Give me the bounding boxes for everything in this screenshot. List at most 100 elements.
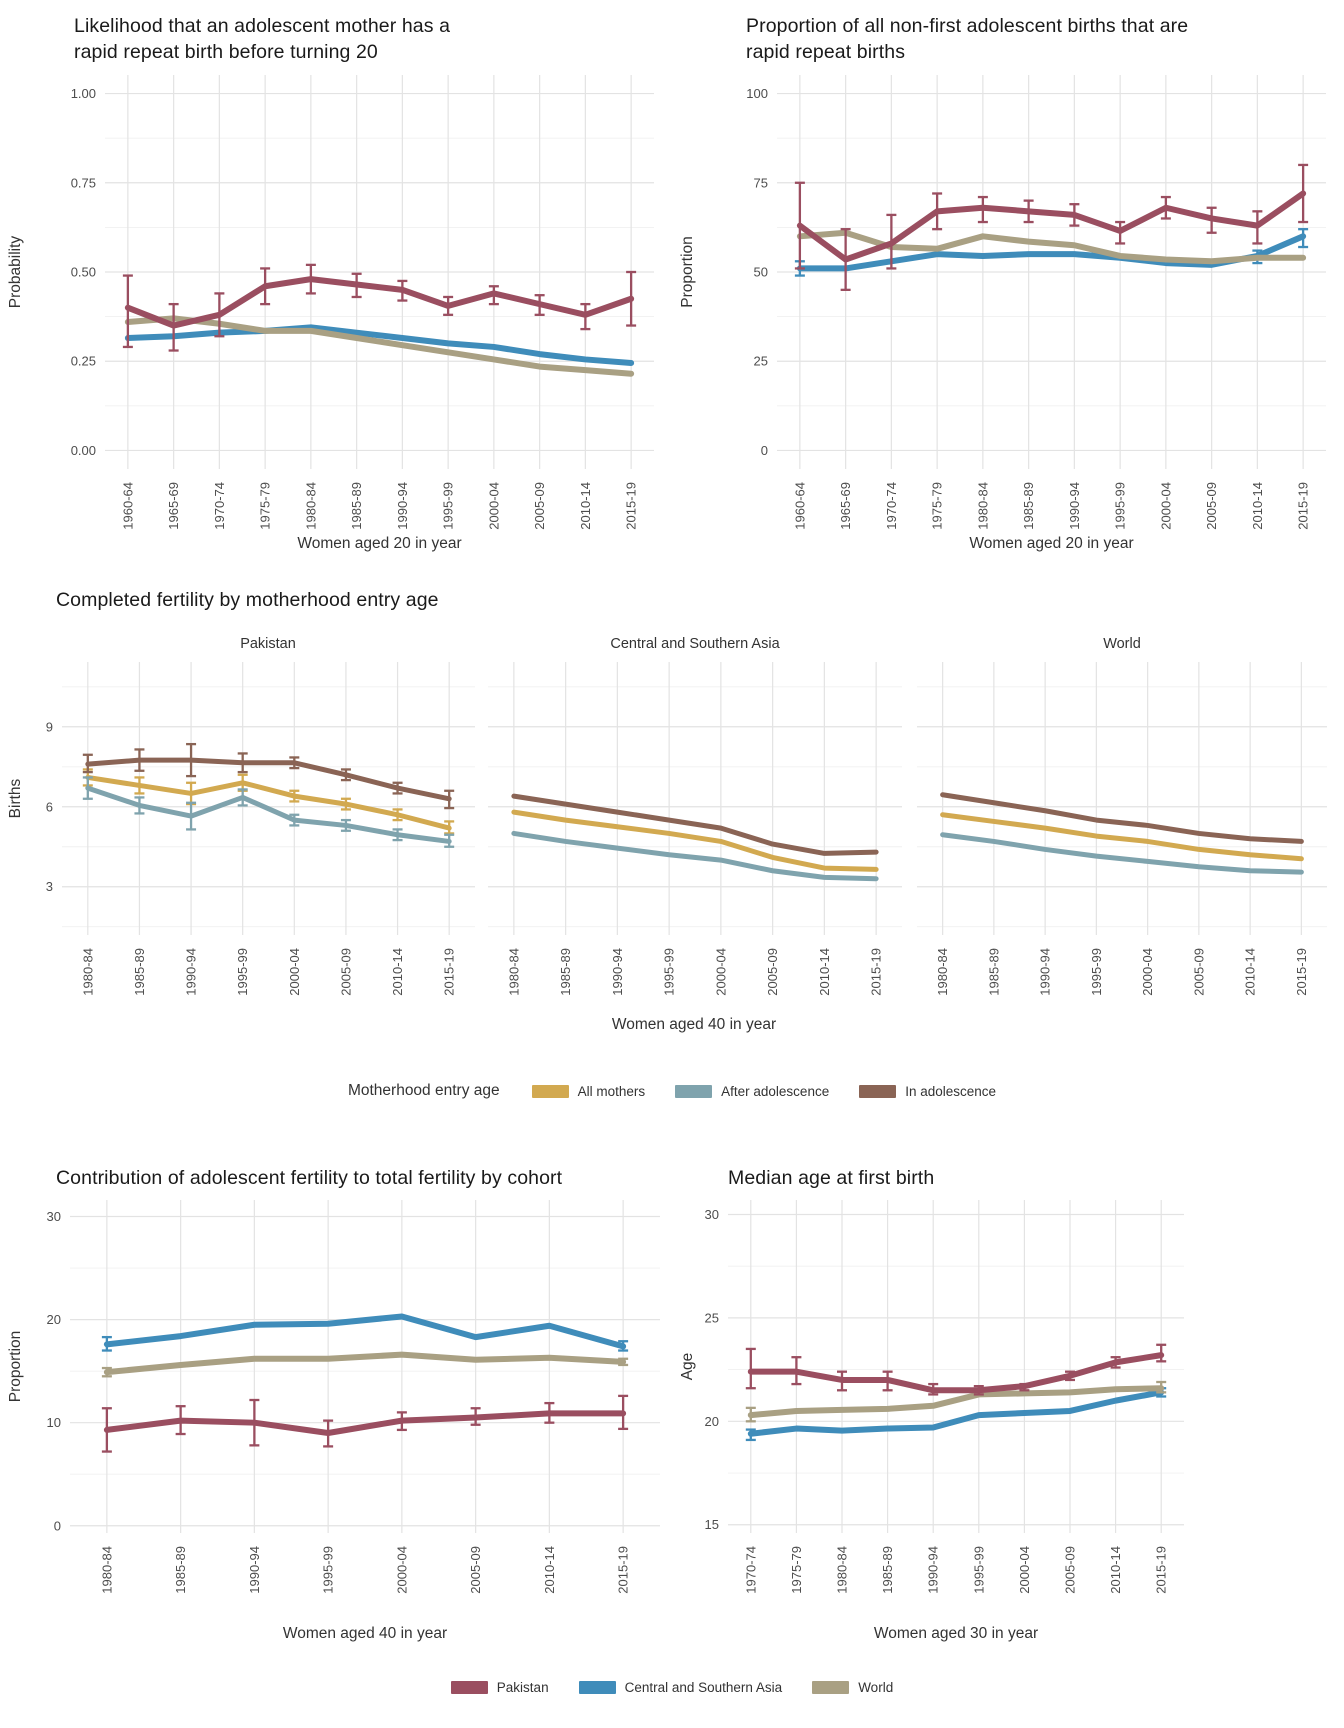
svg-text:2010-14: 2010-14 bbox=[1250, 482, 1265, 530]
svg-text:1995-99: 1995-99 bbox=[235, 948, 250, 996]
legend-label-pakistan: Pakistan bbox=[496, 1680, 549, 1695]
svg-text:1980-84: 1980-84 bbox=[506, 948, 521, 996]
legend-swatch-central-southern-asia bbox=[578, 1681, 616, 1694]
svg-text:1985-89: 1985-89 bbox=[173, 1546, 188, 1594]
legend-label-world: World bbox=[858, 1680, 894, 1695]
svg-text:10: 10 bbox=[47, 1415, 61, 1430]
title-rrb-likelihood-line1: Likelihood that an adolescent mother has… bbox=[74, 15, 451, 37]
svg-text:1985-89: 1985-89 bbox=[986, 948, 1001, 996]
svg-text:1995-99: 1995-99 bbox=[1089, 948, 1104, 996]
svg-text:2005-09: 2005-09 bbox=[468, 1546, 483, 1594]
legend-swatch-pakistan bbox=[450, 1681, 488, 1694]
svg-text:0: 0 bbox=[54, 1518, 61, 1533]
title-adolescent-contribution: Contribution of adolescent fertility to … bbox=[56, 1167, 563, 1189]
svg-text:0.25: 0.25 bbox=[71, 354, 96, 369]
svg-text:1985-89: 1985-89 bbox=[880, 1546, 895, 1594]
svg-text:2005-09: 2005-09 bbox=[1191, 948, 1206, 996]
plot-median-age: 15 20 25 30 1970-74 1975-79 1980-84 1985-89 1990… bbox=[679, 1200, 1184, 1642]
legend-label-in-adolescence: In adolescence bbox=[905, 1083, 997, 1099]
legend-label-after-adolescence: After adolescence bbox=[721, 1083, 830, 1099]
title-rrb-proportion: Proportion of all non-first adolescent b… bbox=[746, 14, 1306, 65]
legend-item-central-southern-asia: Central and Southern Asia bbox=[578, 1680, 782, 1695]
legend-item-pakistan: Pakistan bbox=[450, 1680, 549, 1695]
svg-text:1975-79: 1975-79 bbox=[258, 482, 273, 530]
svg-text:1960-64: 1960-64 bbox=[792, 482, 807, 530]
svg-text:75: 75 bbox=[754, 175, 768, 190]
svg-text:2010-14: 2010-14 bbox=[390, 948, 405, 996]
svg-text:2015-19: 2015-19 bbox=[616, 1546, 631, 1594]
plot-fertility-world: 1980-84 1985-89 1990-94 1995-99 2000-04 2005-… bbox=[917, 662, 1327, 996]
plot-fertility-pakistan: 3 6 9 1980-84 1985-89 1990-94 1995-99 2000-04 20… bbox=[7, 662, 475, 996]
svg-text:100: 100 bbox=[746, 86, 768, 101]
legend-motherhood-entry-age: Motherhood entry age All mothers After a… bbox=[0, 1082, 1344, 1100]
svg-text:1990-94: 1990-94 bbox=[610, 948, 625, 996]
svg-text:1990-94: 1990-94 bbox=[247, 1546, 262, 1594]
svg-text:2010-14: 2010-14 bbox=[542, 1546, 557, 1594]
svg-text:2005-09: 2005-09 bbox=[765, 948, 780, 996]
legend-swatch-in-adolescence bbox=[859, 1084, 897, 1098]
svg-text:Women aged 30 in year: Women aged 30 in year bbox=[874, 1625, 1038, 1642]
svg-text:1970-74: 1970-74 bbox=[743, 1546, 758, 1594]
plot-rrb-proportion: 0 25 50 75 100 1960-64 1965-69 1970-74 1975-79 19… bbox=[679, 75, 1326, 552]
xaxis-title-middle: Women aged 40 in year bbox=[611, 1016, 777, 1033]
title-completed-fertility: Completed fertility by motherhood entry … bbox=[56, 589, 439, 611]
svg-text:2015-19: 2015-19 bbox=[1154, 1546, 1169, 1594]
title-median-age: Median age at first birth bbox=[728, 1167, 935, 1189]
svg-text:1980-84: 1980-84 bbox=[303, 482, 318, 530]
svg-text:0.00: 0.00 bbox=[71, 443, 96, 458]
svg-text:50: 50 bbox=[754, 265, 768, 280]
svg-text:1995-99: 1995-99 bbox=[1113, 482, 1128, 530]
svg-text:1990-94: 1990-94 bbox=[1067, 482, 1082, 530]
svg-text:Women aged 20 in year: Women aged 20 in year bbox=[297, 535, 461, 552]
legend-swatch-after-adolescence bbox=[675, 1084, 713, 1098]
legend-item-world: World bbox=[812, 1680, 893, 1695]
legend-motherhood-title: Motherhood entry age bbox=[347, 1082, 500, 1099]
svg-text:1985-89: 1985-89 bbox=[1021, 482, 1036, 530]
svg-text:1980-84: 1980-84 bbox=[975, 482, 990, 530]
svg-text:1995-99: 1995-99 bbox=[971, 1546, 986, 1594]
svg-text:1980-84: 1980-84 bbox=[99, 1546, 114, 1594]
svg-text:2000-04: 2000-04 bbox=[394, 1546, 409, 1594]
svg-text:2015-19: 2015-19 bbox=[624, 482, 639, 530]
svg-text:1980-84: 1980-84 bbox=[935, 948, 950, 996]
svg-text:1985-89: 1985-89 bbox=[558, 948, 573, 996]
svg-text:1.00: 1.00 bbox=[71, 86, 96, 101]
svg-text:Age: Age bbox=[679, 1353, 696, 1381]
legend-swatch-all-mothers bbox=[531, 1084, 569, 1098]
svg-text:1985-89: 1985-89 bbox=[349, 482, 364, 530]
svg-text:2005-09: 2005-09 bbox=[1063, 1546, 1078, 1594]
svg-text:1975-79: 1975-79 bbox=[789, 1546, 804, 1594]
svg-text:1965-69: 1965-69 bbox=[166, 482, 181, 530]
svg-text:30: 30 bbox=[705, 1207, 719, 1222]
svg-text:2000-04: 2000-04 bbox=[287, 948, 302, 996]
svg-text:1970-74: 1970-74 bbox=[884, 482, 899, 530]
svg-text:2015-19: 2015-19 bbox=[869, 948, 884, 996]
svg-text:1990-94: 1990-94 bbox=[1038, 948, 1053, 996]
legend-item-after-adolescence: After adolescence bbox=[675, 1084, 829, 1099]
svg-text:1980-84: 1980-84 bbox=[835, 1546, 850, 1594]
legend-item-in-adolescence: In adolescence bbox=[859, 1084, 996, 1099]
svg-text:0: 0 bbox=[761, 443, 768, 458]
svg-text:20: 20 bbox=[705, 1414, 719, 1429]
svg-text:25: 25 bbox=[754, 354, 768, 369]
svg-text:Proportion: Proportion bbox=[7, 1331, 24, 1403]
legend-regions: Pakistan Central and Southern Asia World bbox=[0, 1680, 1344, 1695]
facet-label-world: World bbox=[1103, 636, 1141, 652]
svg-text:2000-04: 2000-04 bbox=[1017, 1546, 1032, 1594]
svg-text:2015-19: 2015-19 bbox=[1296, 482, 1311, 530]
title-rrb-proportion-line1: Proportion of all non-first adolescent b… bbox=[746, 15, 1189, 37]
plot-fertility-central-southern-asia: 1980-84 1985-89 1990-94 1995-99 2000-04 2005-… bbox=[488, 662, 902, 996]
legend-swatch-world bbox=[812, 1681, 850, 1694]
title-rrb-likelihood: Likelihood that an adolescent mother has… bbox=[74, 14, 614, 65]
svg-text:Births: Births bbox=[7, 778, 24, 818]
svg-text:20: 20 bbox=[47, 1312, 61, 1327]
svg-text:2015-19: 2015-19 bbox=[1294, 948, 1309, 996]
svg-text:0.50: 0.50 bbox=[71, 265, 96, 280]
svg-text:30: 30 bbox=[47, 1209, 61, 1224]
svg-text:1960-64: 1960-64 bbox=[120, 482, 135, 530]
svg-text:1990-94: 1990-94 bbox=[184, 948, 199, 996]
plot-adolescent-contribution: 0 10 20 30 1980-84 1985-89 1990-94 1995-99 2000-… bbox=[7, 1200, 660, 1642]
svg-text:1995-99: 1995-99 bbox=[321, 1546, 336, 1594]
svg-text:3: 3 bbox=[46, 879, 53, 894]
